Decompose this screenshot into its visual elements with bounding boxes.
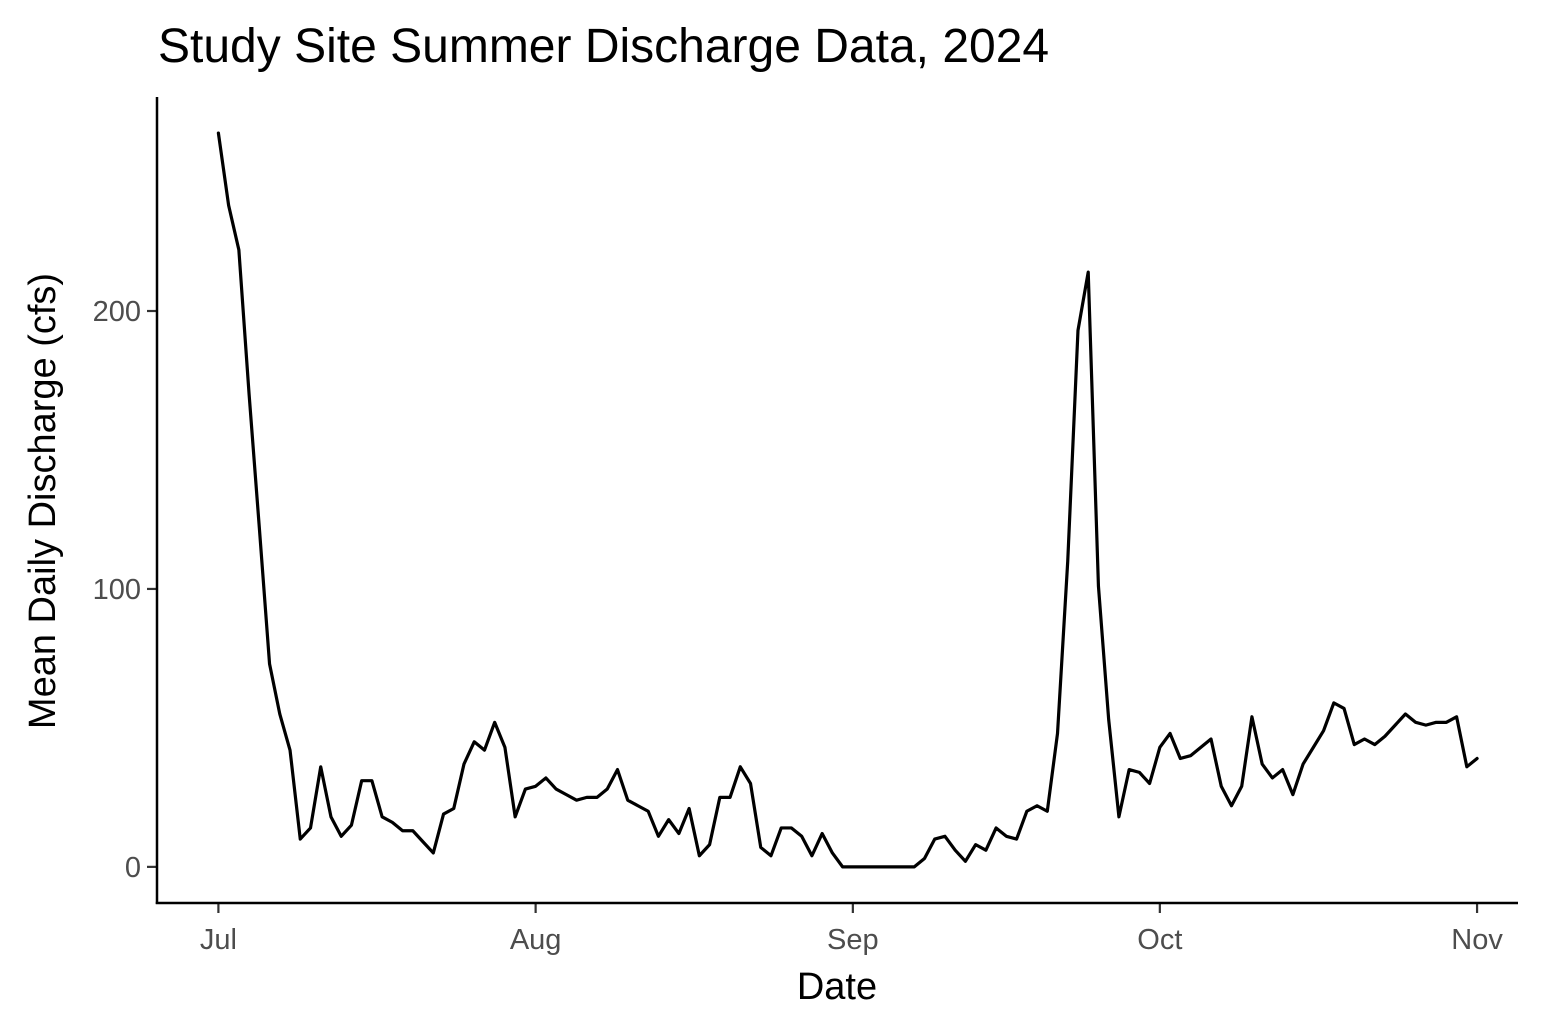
x-tick-label: Sep xyxy=(827,924,879,956)
chart-title: Study Site Summer Discharge Data, 2024 xyxy=(158,20,1049,73)
x-axis-title: Date xyxy=(797,966,877,1008)
x-tick-label: Nov xyxy=(1451,924,1503,956)
y-tick-label: 200 xyxy=(93,296,141,328)
y-axis-title: Mean Daily Discharge (cfs) xyxy=(22,273,64,729)
x-tick-label: Oct xyxy=(1137,924,1182,956)
y-tick-label: 0 xyxy=(125,852,141,884)
series-line-0 xyxy=(216,131,1479,869)
x-axis-ticks: Jul Aug Sep Oct Nov xyxy=(200,903,1503,956)
series-points-0 xyxy=(217,132,1479,869)
y-axis-ticks: 0 100 200 xyxy=(93,296,157,884)
series-layer xyxy=(216,131,1479,869)
x-tick-label: Aug xyxy=(510,924,562,956)
y-tick-label: 100 xyxy=(93,574,141,606)
x-tick-label: Jul xyxy=(200,924,237,956)
